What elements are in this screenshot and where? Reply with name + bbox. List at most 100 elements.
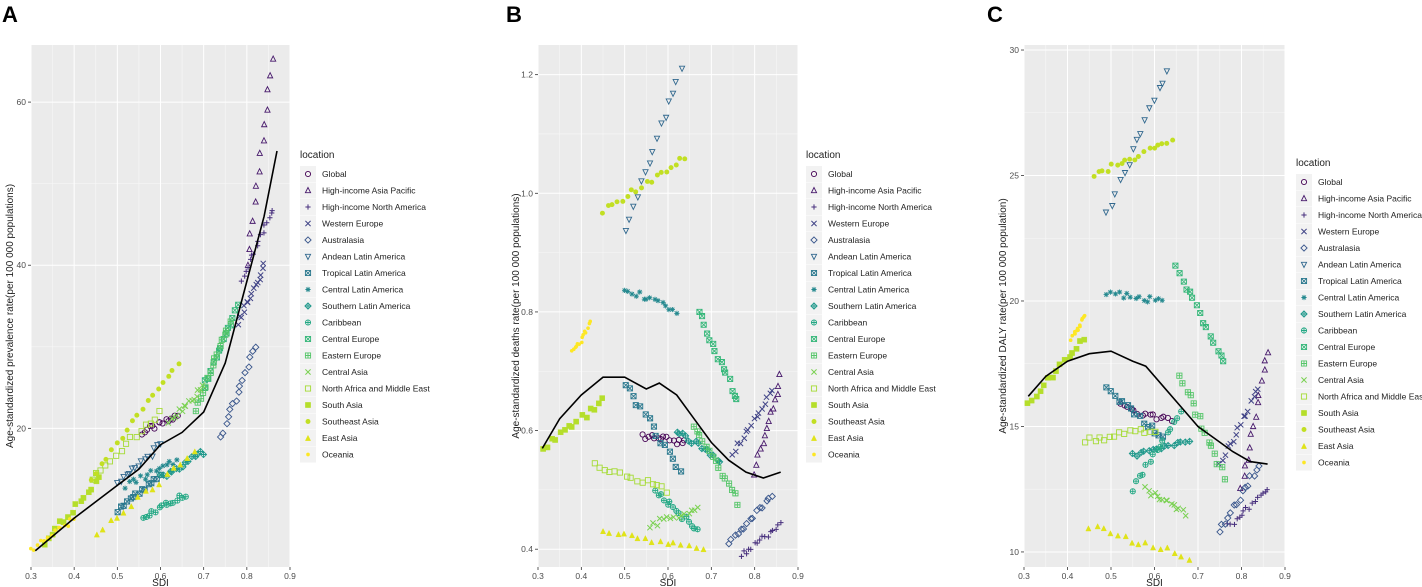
data-point (1106, 433, 1113, 440)
legend-label: Australasia (1318, 243, 1360, 253)
data-point (1126, 162, 1134, 169)
data-point (628, 187, 634, 193)
legend-title: location (300, 150, 334, 161)
legend-label: High-income North America (1318, 210, 1422, 220)
legend-item: High-income North America (806, 199, 932, 215)
data-point (1147, 492, 1154, 499)
y-tick-label: 25 (1010, 171, 1020, 181)
data-point (93, 471, 99, 477)
data-point (151, 416, 158, 423)
data-point (177, 461, 184, 468)
data-point (1068, 338, 1073, 343)
data-point (143, 513, 150, 520)
data-point (634, 194, 642, 202)
legend-key (806, 380, 822, 397)
data-point (767, 390, 774, 397)
data-point (66, 524, 71, 528)
data-point (1210, 339, 1217, 346)
data-point (145, 398, 151, 403)
legend-label: Central Europe (322, 334, 379, 344)
series-south-asia (41, 474, 102, 548)
data-point (38, 538, 43, 543)
legend-item: Western Europe (806, 215, 890, 232)
y-tick-label: 0.6 (521, 426, 533, 436)
data-point (1082, 439, 1089, 446)
data-point (621, 530, 628, 537)
legend-label: East Asia (1318, 441, 1354, 451)
data-point (140, 406, 146, 412)
data-point (182, 403, 189, 410)
data-point (660, 516, 667, 523)
data-point (173, 412, 180, 419)
legend-key (300, 232, 316, 248)
series-high-income-asia-pacific (244, 55, 277, 268)
data-point (1254, 391, 1262, 398)
data-point (246, 245, 253, 253)
panel-a: 0.3 0.4 0.5 0.6 0.7 0.8 0.9 20 40 60 A SDI Age-stand… (2, 2, 430, 587)
data-point (142, 476, 149, 482)
data-point (629, 203, 637, 211)
data-point (1102, 209, 1110, 217)
series-eastern-europe (1176, 372, 1228, 483)
legend-marker (1300, 261, 1308, 269)
legend-marker (812, 452, 816, 457)
data-point (669, 306, 675, 313)
data-point (1114, 532, 1121, 539)
data-point (1248, 397, 1255, 404)
legend-marker (305, 402, 311, 408)
legend-label: Central Latin America (1318, 293, 1400, 303)
legend-label: Global (322, 169, 347, 179)
x-axis-title: SDI (152, 578, 169, 587)
series-central-latin-america (1103, 289, 1165, 305)
legend-item: Oceania (300, 446, 354, 463)
legend-label: South Asia (828, 400, 869, 410)
data-point (658, 120, 665, 128)
data-point (219, 429, 227, 437)
data-point (663, 303, 669, 309)
data-point (1141, 117, 1148, 124)
data-point (120, 435, 126, 441)
data-point (773, 526, 779, 532)
data-point (658, 483, 665, 490)
data-point (1172, 262, 1179, 269)
legend-marker (810, 186, 818, 194)
legend-item: Caribbean (1296, 322, 1357, 339)
data-point (769, 527, 776, 534)
data-point (1240, 508, 1246, 514)
data-point (648, 149, 656, 156)
data-point (774, 390, 782, 397)
data-point (150, 445, 158, 452)
legend-label: Central Latin America (322, 285, 404, 295)
data-point (650, 423, 658, 430)
data-point (663, 489, 670, 496)
data-point (1189, 294, 1196, 301)
data-point (134, 493, 141, 500)
data-point (176, 406, 183, 413)
data-point (646, 524, 653, 531)
data-point (122, 440, 130, 447)
legend-item: South Asia (1296, 405, 1359, 421)
legend-label: Australasia (828, 235, 870, 245)
data-point (678, 512, 685, 519)
data-point (652, 487, 659, 494)
data-point (739, 525, 748, 533)
data-point (600, 527, 607, 534)
data-point (217, 343, 224, 350)
data-point (1246, 506, 1252, 512)
data-point (609, 202, 615, 208)
y-axis-title: Age-standardized prevalence rate(per 100… (5, 184, 16, 448)
data-point (130, 476, 137, 482)
data-point (639, 431, 646, 438)
data-point (669, 90, 677, 98)
data-point (1086, 434, 1093, 441)
data-point (1142, 461, 1149, 468)
data-point (1156, 85, 1164, 92)
data-point (1155, 142, 1161, 148)
data-point (1164, 414, 1171, 421)
data-point (1155, 296, 1162, 302)
data-point (1146, 487, 1153, 494)
data-point (1264, 348, 1272, 356)
data-point (1154, 447, 1161, 454)
data-point (1135, 541, 1142, 548)
x-tick-label: 0.6 (155, 571, 167, 581)
